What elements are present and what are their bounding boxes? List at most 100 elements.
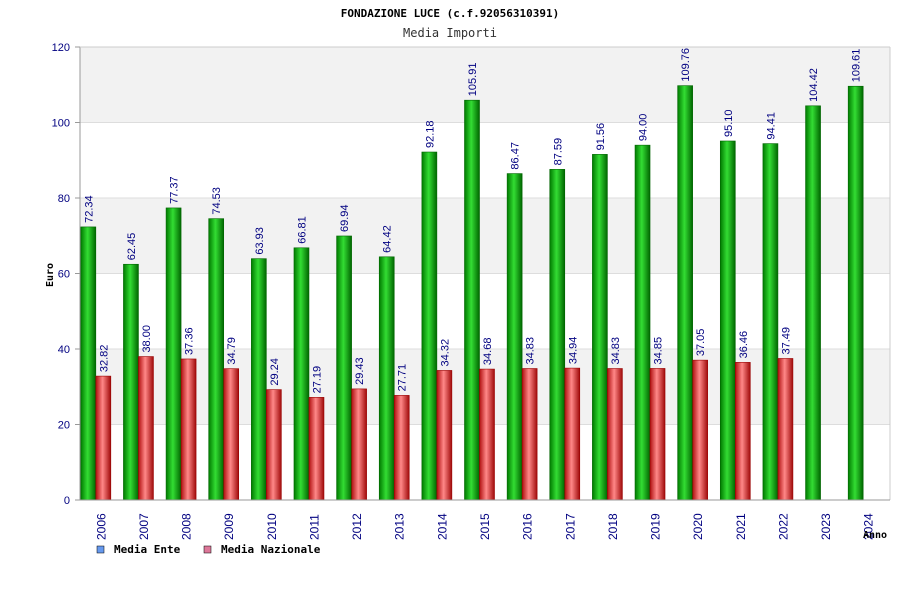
y-axis-title: Euro — [45, 263, 56, 287]
y-tick-label: 40 — [58, 344, 70, 356]
value-label-media-ente-2008: 77.37 — [169, 176, 181, 204]
x-tick-label: 2006 — [94, 513, 108, 540]
x-tick-label: 2011 — [307, 514, 321, 540]
value-label-media-nazionale-2013: 27.71 — [397, 364, 409, 392]
value-label-media-ente-2019: 94.00 — [638, 114, 650, 142]
x-tick-label: 2016 — [521, 513, 535, 540]
bar-media-nazionale-2007 — [138, 356, 154, 501]
x-tick-label: 2023 — [819, 513, 833, 540]
value-label-media-ente-2010: 63.93 — [254, 227, 266, 255]
x-axis-title: Anno — [863, 530, 887, 541]
x-tick-label: 2020 — [691, 513, 705, 540]
x-axis: 2006 2007 2008 2009 2010 2011 2012 2013 2014 2015… — [80, 499, 890, 540]
bar-media-nazionale-2015 — [479, 368, 495, 501]
x-tick-label: 2015 — [478, 513, 492, 540]
value-label-media-nazionale-2018: 34.83 — [610, 337, 622, 365]
bar-media-ente-2014 — [421, 151, 438, 501]
bar-media-ente-2006 — [80, 226, 97, 501]
value-label-media-ente-2021: 95.10 — [723, 109, 735, 137]
chart-subtitle: Media Importi — [403, 26, 497, 40]
value-label-media-nazionale-2014: 34.32 — [439, 339, 451, 367]
value-label-media-ente-2011: 66.81 — [296, 216, 308, 244]
value-label-media-ente-2006: 72.34 — [83, 195, 95, 223]
value-label-media-nazionale-2011: 27.19 — [311, 366, 323, 394]
value-label-media-ente-2020: 109.76 — [680, 48, 692, 82]
value-label-media-nazionale-2008: 37.36 — [184, 327, 196, 355]
chart-title: FONDAZIONE LUCE (c.f.92056310391) — [341, 7, 560, 20]
value-label-media-ente-2012: 69.94 — [339, 204, 351, 232]
grid-band — [80, 122, 890, 198]
x-tick-label: 2024 — [862, 513, 876, 540]
bar-media-nazionale-2016 — [521, 368, 538, 501]
bar-media-nazionale-2017 — [564, 367, 581, 501]
bar-media-ente-2012 — [336, 235, 352, 501]
legend-swatch-media-ente — [96, 545, 105, 554]
bar-media-ente-2008 — [165, 207, 182, 501]
bar-media-ente-2021 — [719, 140, 736, 501]
legend-label-media-ente: Media Ente — [114, 543, 181, 556]
value-label-media-nazionale-2009: 34.79 — [226, 337, 238, 365]
x-tick-label: 2008 — [180, 513, 194, 540]
bar-media-ente-2022 — [762, 143, 779, 501]
bar-media-nazionale-2018 — [607, 368, 623, 501]
x-tick-label: 2014 — [435, 513, 449, 540]
x-tick-label: 2013 — [393, 513, 407, 540]
value-label-media-nazionale-2010: 29.24 — [269, 358, 281, 386]
value-label-media-nazionale-2007: 38.00 — [141, 325, 153, 353]
bar-media-nazionale-2008 — [180, 358, 197, 501]
value-label-media-ente-2024: 109.61 — [851, 49, 863, 83]
y-tick-label: 100 — [52, 118, 70, 130]
bar-media-nazionale-2006 — [95, 375, 112, 501]
bar-media-nazionale-2020 — [692, 359, 708, 501]
legend-label-media-nazionale: Media Nazionale — [221, 543, 321, 556]
bars — [80, 85, 864, 501]
x-tick-label: 2009 — [222, 513, 236, 540]
value-label-media-ente-2018: 91.56 — [595, 123, 607, 151]
grid-bands — [80, 47, 890, 500]
bar-media-nazionale-2009 — [223, 368, 240, 501]
value-label-media-nazionale-2020: 37.05 — [695, 329, 707, 357]
bar-media-nazionale-2011 — [308, 397, 325, 501]
x-tick-label: 2022 — [776, 513, 790, 540]
value-label-media-ente-2015: 105.91 — [467, 63, 479, 97]
x-tick-label: 2017 — [563, 513, 577, 540]
value-label-media-nazionale-2017: 34.94 — [567, 337, 579, 365]
value-label-media-nazionale-2022: 37.49 — [780, 327, 792, 355]
y-tick-label: 80 — [58, 193, 70, 205]
bar-media-ente-2024 — [847, 85, 864, 501]
value-label-media-ente-2023: 104.42 — [808, 68, 820, 102]
legend-swatch-media-nazionale — [203, 545, 212, 554]
bar-media-ente-2018 — [592, 154, 608, 501]
value-label-media-ente-2007: 62.45 — [126, 233, 138, 261]
bar-media-ente-2017 — [549, 169, 566, 501]
data-labels: 72.34 32.82 62.45 38.00 77.37 37.36 74.53 34.79… — [83, 48, 862, 393]
value-label-media-nazionale-2012: 29.43 — [354, 357, 366, 385]
value-label-media-ente-2016: 86.47 — [510, 142, 522, 170]
bar-media-ente-2016 — [506, 173, 523, 501]
bar-media-ente-2015 — [464, 99, 480, 501]
bar-media-nazionale-2019 — [649, 368, 666, 501]
bar-media-nazionale-2022 — [777, 358, 794, 501]
bar-media-nazionale-2014 — [436, 370, 453, 501]
bar-media-ente-2013 — [378, 256, 395, 501]
value-label-media-ente-2013: 64.42 — [382, 225, 394, 253]
bar-media-ente-2009 — [208, 218, 225, 501]
y-tick-label: 60 — [58, 269, 70, 281]
bar-media-ente-2019 — [634, 144, 651, 501]
x-tick-label: 2007 — [137, 513, 151, 540]
bar-media-ente-2023 — [805, 105, 821, 501]
value-label-media-ente-2022: 94.41 — [765, 112, 777, 140]
x-tick-label: 2018 — [606, 513, 620, 540]
value-label-media-ente-2017: 87.59 — [552, 138, 564, 166]
legend: Media Ente Media Nazionale — [96, 543, 321, 556]
bar-media-ente-2011 — [293, 247, 310, 501]
bar-media-nazionale-2010 — [266, 389, 282, 501]
y-tick-label: 20 — [58, 420, 70, 432]
y-tick-label: 120 — [52, 42, 70, 54]
bar-media-ente-2020 — [677, 85, 693, 501]
x-tick-label: 2021 — [734, 513, 748, 540]
value-label-media-nazionale-2019: 34.85 — [653, 337, 665, 365]
value-label-media-ente-2009: 74.53 — [211, 187, 223, 215]
